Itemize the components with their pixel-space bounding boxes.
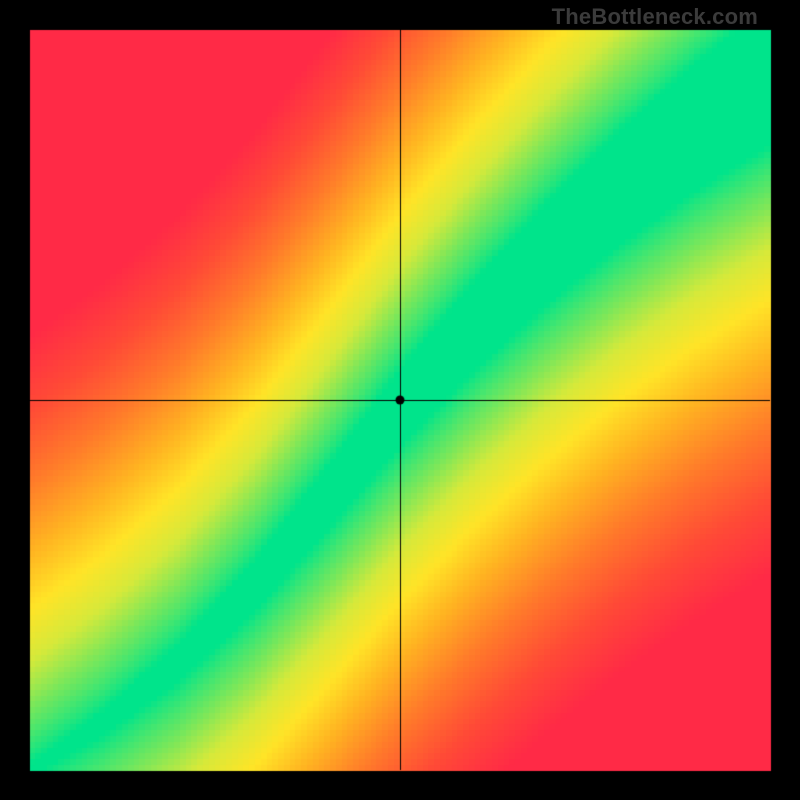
watermark-text: TheBottleneck.com (552, 4, 758, 30)
bottleneck-heatmap-canvas (0, 0, 800, 800)
chart-container: TheBottleneck.com (0, 0, 800, 800)
